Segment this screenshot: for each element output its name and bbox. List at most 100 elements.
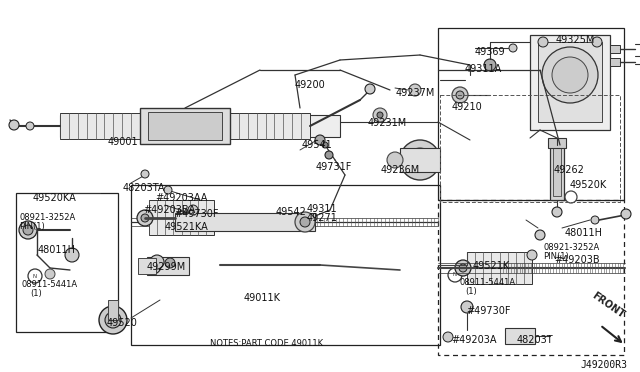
Circle shape xyxy=(592,37,602,47)
Text: PIN(1): PIN(1) xyxy=(543,252,569,261)
Circle shape xyxy=(315,135,325,145)
Bar xyxy=(108,300,118,320)
Bar xyxy=(147,257,189,275)
Circle shape xyxy=(484,59,496,71)
Bar xyxy=(230,113,310,139)
Text: N: N xyxy=(33,273,37,279)
Circle shape xyxy=(165,258,175,268)
Text: N: N xyxy=(453,273,457,278)
Text: 08911-5441A: 08911-5441A xyxy=(460,278,516,287)
Circle shape xyxy=(65,248,79,262)
Circle shape xyxy=(137,210,153,226)
Text: 49271: 49271 xyxy=(307,213,338,223)
Text: #49203BA: #49203BA xyxy=(143,205,195,215)
Text: 48011H: 48011H xyxy=(38,245,76,255)
Circle shape xyxy=(456,91,464,99)
Circle shape xyxy=(188,205,198,215)
Bar xyxy=(140,108,230,144)
Bar xyxy=(548,138,566,148)
Text: J49200R3: J49200R3 xyxy=(580,360,627,370)
Circle shape xyxy=(300,217,310,227)
Bar xyxy=(175,213,315,231)
Bar xyxy=(148,112,222,140)
Circle shape xyxy=(538,37,548,47)
Circle shape xyxy=(461,301,473,313)
Circle shape xyxy=(150,255,164,269)
Text: 49231M: 49231M xyxy=(368,118,407,128)
Circle shape xyxy=(23,225,33,235)
Text: 48203TA: 48203TA xyxy=(123,183,166,193)
Text: 49541: 49541 xyxy=(302,140,333,150)
Bar xyxy=(505,328,535,344)
Circle shape xyxy=(9,120,19,130)
Text: 49311: 49311 xyxy=(307,204,338,214)
Circle shape xyxy=(542,47,598,103)
Circle shape xyxy=(45,269,55,279)
Bar xyxy=(149,200,214,235)
Bar xyxy=(60,115,340,137)
Circle shape xyxy=(527,250,537,260)
Bar xyxy=(538,42,602,122)
Text: 49011K: 49011K xyxy=(244,293,281,303)
Circle shape xyxy=(377,112,383,118)
Circle shape xyxy=(26,122,34,130)
Bar xyxy=(138,258,156,274)
Text: FRONT: FRONT xyxy=(590,291,627,320)
Text: 08921-3252A: 08921-3252A xyxy=(19,213,76,222)
Bar xyxy=(553,148,561,196)
Circle shape xyxy=(325,151,333,159)
Text: 49731F: 49731F xyxy=(316,162,353,172)
Text: 49236M: 49236M xyxy=(381,165,420,175)
Circle shape xyxy=(452,87,468,103)
Text: 08921-3252A: 08921-3252A xyxy=(543,243,599,252)
Circle shape xyxy=(164,186,172,194)
Text: 49542: 49542 xyxy=(276,207,307,217)
Text: 48011H: 48011H xyxy=(565,228,603,238)
Circle shape xyxy=(448,268,462,282)
Circle shape xyxy=(409,84,421,96)
Circle shape xyxy=(455,260,471,276)
Circle shape xyxy=(19,221,37,239)
Circle shape xyxy=(591,216,599,224)
Text: #49203B: #49203B xyxy=(554,255,600,265)
Circle shape xyxy=(295,212,315,232)
Circle shape xyxy=(552,57,588,93)
Text: #49203AA: #49203AA xyxy=(155,193,207,203)
Bar xyxy=(610,58,620,66)
Text: (1): (1) xyxy=(465,287,477,296)
Circle shape xyxy=(509,44,517,52)
Circle shape xyxy=(145,258,161,274)
Circle shape xyxy=(552,207,562,217)
Bar xyxy=(438,200,624,355)
Circle shape xyxy=(387,152,403,168)
Text: 49520KA: 49520KA xyxy=(33,193,77,203)
Text: PIN(1): PIN(1) xyxy=(19,222,45,231)
Circle shape xyxy=(459,264,467,272)
Text: #49203A: #49203A xyxy=(451,335,497,345)
Text: 49237M: 49237M xyxy=(396,88,435,98)
Text: 48203T: 48203T xyxy=(517,335,554,345)
Text: 49311A: 49311A xyxy=(465,64,502,74)
Bar xyxy=(440,95,620,202)
Bar xyxy=(467,252,532,284)
Text: NOTES:PART CODE 49011K: NOTES:PART CODE 49011K xyxy=(210,339,323,348)
Circle shape xyxy=(535,230,545,240)
Circle shape xyxy=(565,191,577,203)
Text: 49520: 49520 xyxy=(107,318,138,328)
Bar xyxy=(16,193,118,332)
Text: 49200: 49200 xyxy=(295,80,326,90)
Text: 49262: 49262 xyxy=(554,165,585,175)
Circle shape xyxy=(141,170,149,178)
Circle shape xyxy=(400,140,440,180)
Text: 49369: 49369 xyxy=(475,47,506,57)
Bar xyxy=(60,113,140,139)
Bar xyxy=(438,28,624,200)
Circle shape xyxy=(408,148,432,172)
Text: 49001: 49001 xyxy=(108,137,139,147)
Circle shape xyxy=(141,214,149,222)
Text: 49299M: 49299M xyxy=(147,262,186,272)
Text: (1): (1) xyxy=(30,289,42,298)
Text: 49520K: 49520K xyxy=(570,180,607,190)
Text: 49521KA: 49521KA xyxy=(165,222,209,232)
Circle shape xyxy=(373,108,387,122)
